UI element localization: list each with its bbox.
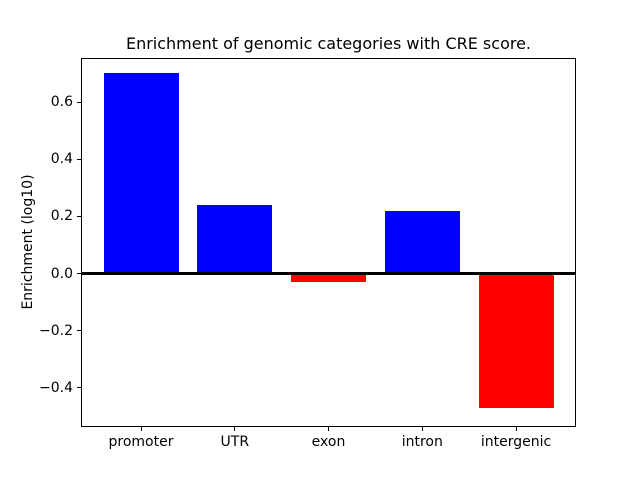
y-tick-mark	[77, 101, 81, 103]
y-tick-label: 0.0	[50, 265, 73, 282]
bar-intron	[384, 210, 460, 274]
y-tick-mark	[77, 273, 81, 274]
bar-intergenic	[478, 273, 554, 408]
y-tick-mark	[77, 215, 81, 217]
y-tick-mark	[77, 387, 81, 389]
y-tick-mark	[77, 330, 81, 332]
y-tick-label: 0.4	[50, 151, 73, 168]
bar-UTR	[197, 204, 273, 274]
y-tick-label: −0.4	[39, 379, 73, 396]
x-tick-label-UTR: UTR	[220, 434, 250, 450]
x-tick-mark	[234, 427, 236, 431]
x-tick-label-intron: intron	[401, 434, 443, 450]
y-tick-mark	[77, 158, 81, 160]
x-tick-label-intergenic: intergenic	[480, 434, 552, 450]
bar-promoter	[103, 73, 179, 274]
y-tick-label: 0.2	[50, 208, 73, 225]
y-tick-label: −0.2	[39, 322, 73, 339]
x-tick-mark	[515, 427, 517, 431]
zero-baseline	[81, 272, 576, 275]
x-tick-label-exon: exon	[311, 434, 346, 450]
chart-title: Enrichment of genomic categories with CR…	[125, 34, 532, 53]
y-tick-label: 0.6	[50, 94, 73, 110]
x-tick-mark	[140, 427, 142, 431]
x-tick-label-promoter: promoter	[108, 434, 174, 450]
bar-exon	[291, 273, 366, 283]
x-tick-mark	[421, 427, 423, 431]
x-tick-mark	[328, 427, 329, 431]
y-axis-label: Enrichment (log10)	[20, 174, 36, 310]
